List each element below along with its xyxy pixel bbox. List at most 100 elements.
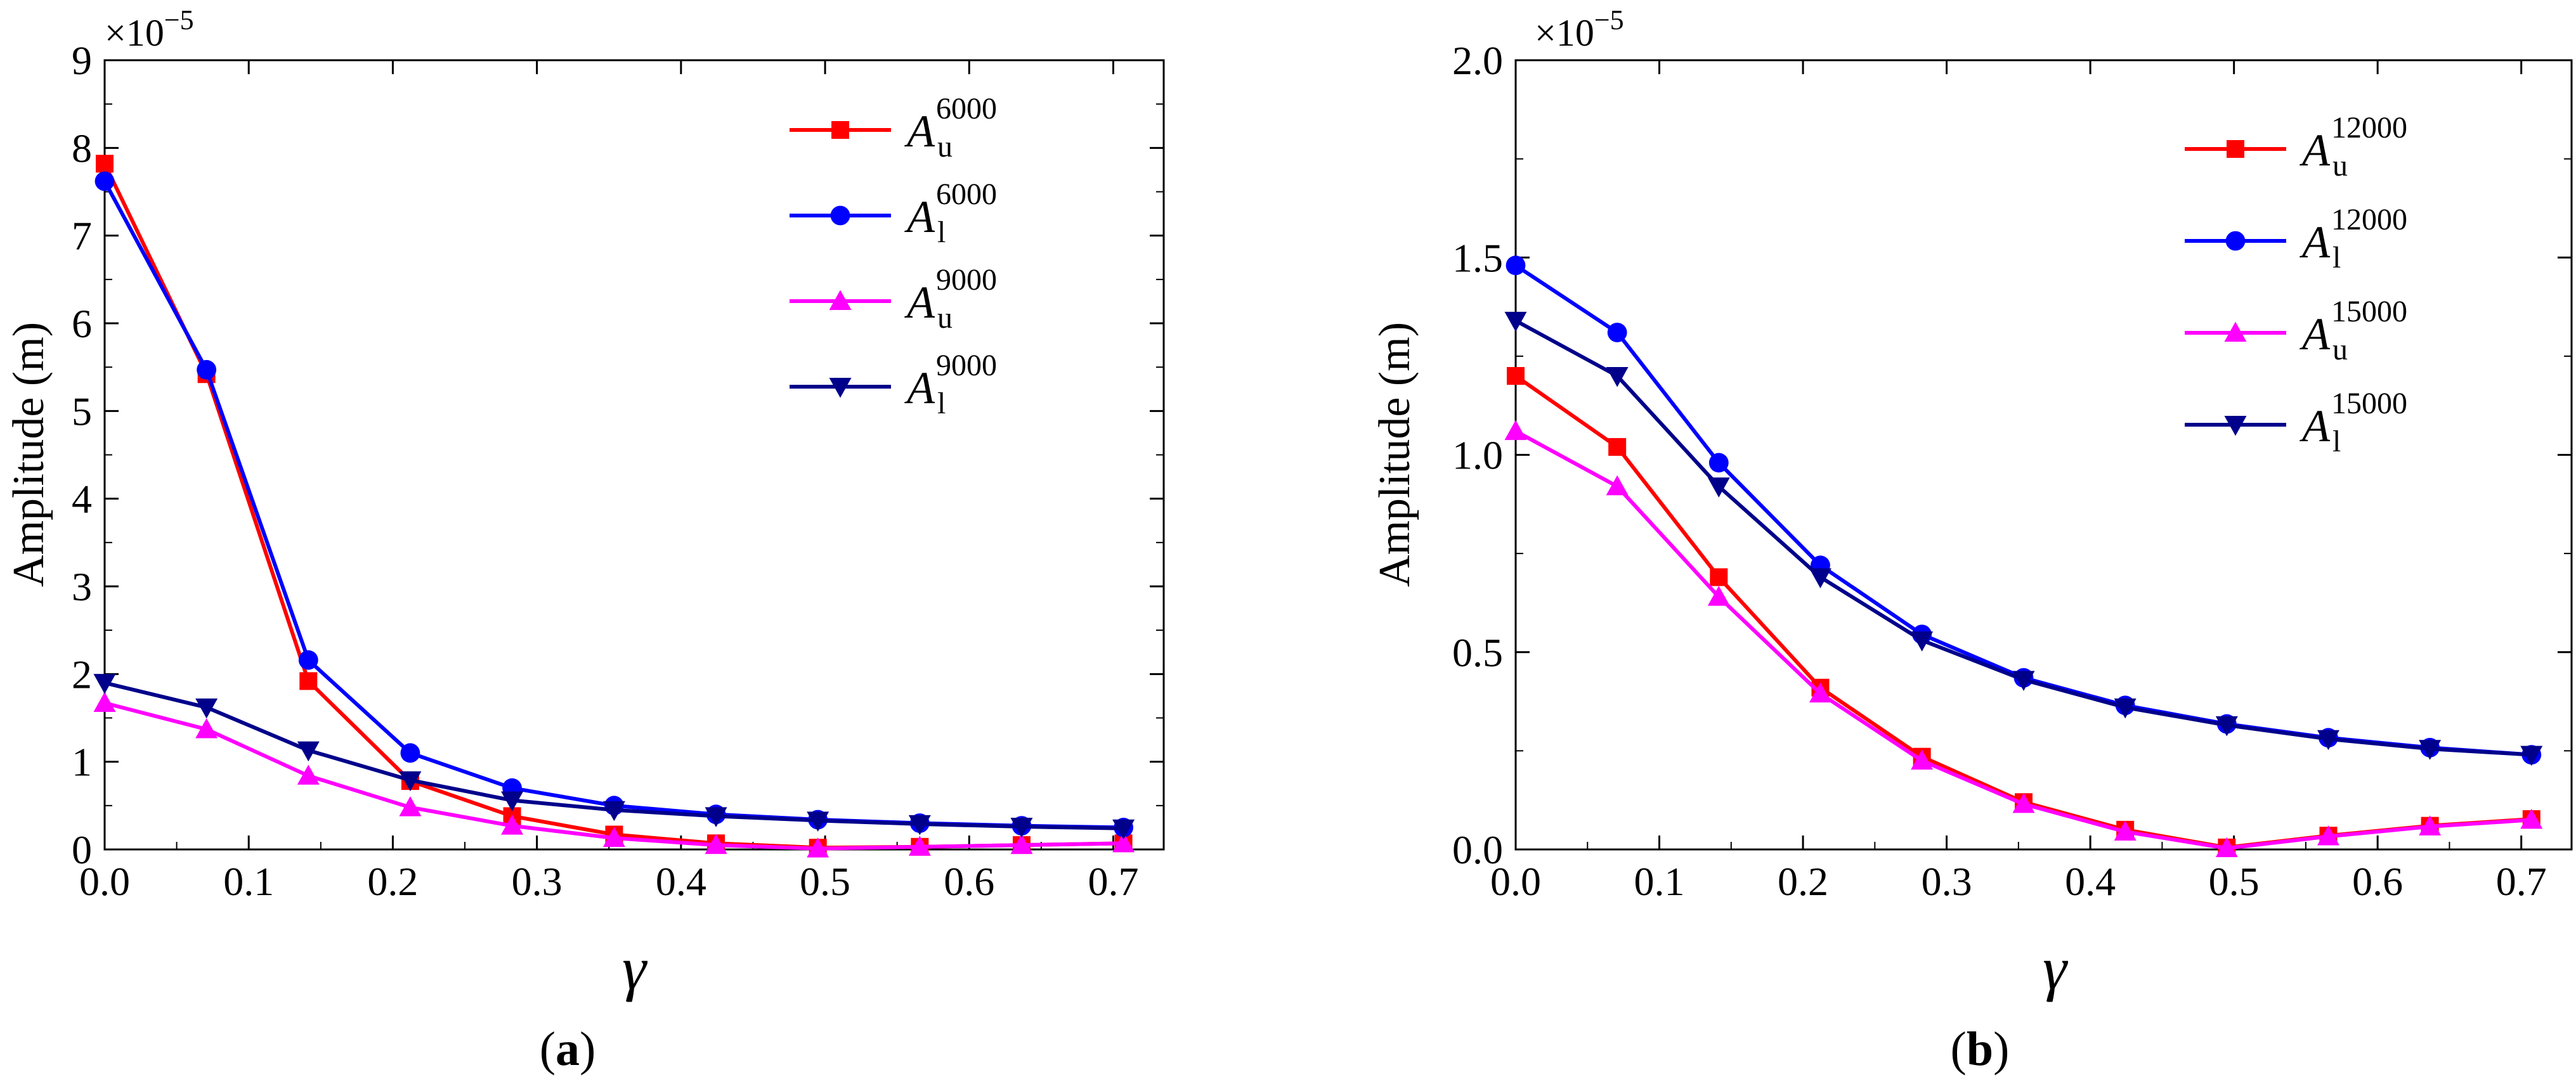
legend-label: A12000 (2300, 111, 2407, 176)
y-tick-label: 3 (72, 564, 92, 609)
legend-main-letter: A (2300, 217, 2331, 268)
series-a (93, 155, 1135, 858)
x-tick-label: 0.6 (2352, 859, 2403, 904)
x-tick-label: 0.6 (944, 859, 994, 904)
x-tick-label: 0.5 (2209, 859, 2260, 904)
data-point-A_l^12000 (1506, 255, 1526, 276)
data-point-A_l^9000 (602, 801, 625, 822)
legend-main-letter: A (904, 191, 935, 242)
data-point-A_u^9000 (807, 837, 829, 858)
ticks-b: 0.0 0.1 0.2 0.3 0.4 0.5 0.6 0.7 0.0 0.5 1.0 1.5 2.0 (1452, 38, 2572, 904)
data-point-A_u^15000 (1809, 682, 1831, 703)
legend-superscript: 15000 (2331, 295, 2407, 328)
legend-main-letter: A (904, 277, 935, 328)
y-tick-label: 4 (72, 477, 92, 522)
data-point-A_l^6000 (94, 171, 115, 191)
data-point-A_l^9000 (807, 811, 829, 832)
legend-label: A12000 (2300, 203, 2407, 268)
data-point-A_l^15000 (2317, 730, 2339, 751)
x-tick-label: 0.2 (1778, 859, 1828, 904)
panel-label-b-close: ) (1993, 1023, 2009, 1076)
y-tick-label: 1 (72, 740, 92, 785)
legend-superscript: 9000 (936, 263, 997, 297)
legend-marker (829, 290, 852, 310)
legend-label: A6000 (904, 177, 997, 242)
y-tick-label: 8 (72, 126, 92, 171)
data-point-A_u^15000 (1707, 586, 1730, 606)
y-tick-label: 1.0 (1452, 433, 1503, 478)
data-point-A_u^9000 (399, 796, 422, 816)
data-point-A_u^6000 (299, 672, 318, 690)
x-tick-label: 0.3 (512, 859, 563, 904)
data-point-A_l^15000 (2114, 698, 2137, 719)
legend-main-letter: A (904, 106, 935, 157)
legend-main-letter: A (2300, 401, 2331, 451)
legend-subscript: l (937, 216, 946, 249)
legend-superscript: 6000 (936, 177, 997, 211)
legend-label: A6000 (904, 92, 997, 157)
data-point-A_u^9000 (195, 718, 218, 739)
x-axis-label-a: γ (622, 934, 647, 1002)
data-point-A_u^9000 (1010, 834, 1033, 855)
data-point-A_u^15000 (1911, 749, 1934, 770)
data-point-A_l^9000 (1010, 818, 1033, 838)
data-point-A_l^12000 (1708, 453, 1729, 473)
x-tick-label: 0.5 (800, 859, 850, 904)
legend-marker (830, 205, 850, 226)
data-point-A_l^9000 (501, 791, 524, 812)
data-point-A_u^9000 (93, 692, 116, 712)
data-point-A_u^15000 (1606, 475, 1629, 496)
y-tick-label: 2 (72, 652, 92, 697)
y-tick-label: 6 (72, 301, 92, 346)
legend-subscript: u (2332, 149, 2348, 183)
legend-marker (829, 378, 852, 398)
data-point-A_u^15000 (2419, 815, 2442, 836)
legend-main-letter: A (904, 363, 935, 413)
panel-label-b-letter: b (1967, 1023, 1993, 1076)
legend-subscript: l (2332, 425, 2341, 458)
legend-subscript: u (937, 130, 953, 164)
data-point-A_l^9000 (705, 807, 727, 827)
data-point-A_u^12000 (1507, 367, 1525, 385)
data-point-A_u^9000 (297, 765, 320, 785)
legend-subscript: l (937, 387, 946, 420)
legend-superscript: 12000 (2331, 111, 2407, 145)
legend-main-letter: A (2300, 125, 2331, 176)
y-axis-label-a: Amplitude (m) (4, 322, 53, 587)
panel-label-a-open: ( (540, 1023, 556, 1076)
legend-marker (2227, 140, 2244, 158)
y-tick-label: 0.5 (1452, 630, 1503, 675)
legend-main-letter: A (2300, 309, 2331, 359)
data-point-A_u^15000 (1504, 420, 1527, 441)
data-point-A_u^9000 (908, 836, 931, 856)
legend-subscript: l (2332, 241, 2341, 274)
data-point-A_l^15000 (1606, 367, 1629, 387)
data-point-A_l^9000 (195, 698, 218, 719)
x-tick-label: 0.0 (1490, 859, 1541, 904)
data-point-A_l^15000 (2012, 671, 2035, 691)
legend-superscript: 9000 (936, 349, 997, 382)
data-point-A_l^15000 (1911, 631, 1934, 652)
data-point-A_l^15000 (2215, 716, 2238, 737)
x-tick-label: 0.1 (1634, 859, 1685, 904)
legend-label: A15000 (2300, 387, 2407, 451)
y-tick-label: 1.5 (1452, 235, 1503, 280)
y-tick-label: 5 (72, 389, 92, 434)
data-point-A_l^6000 (298, 650, 318, 670)
panel-label-a: (a) (540, 1023, 596, 1076)
data-point-A_u^15000 (2114, 820, 2137, 841)
multiplier-exp-b: −5 (1594, 4, 1624, 35)
legend-label: A15000 (2300, 295, 2407, 359)
legend-marker (2225, 231, 2246, 251)
legend-label: A9000 (904, 263, 997, 328)
x-tick-label: 0.7 (1088, 859, 1138, 904)
data-point-A_u^9000 (1112, 832, 1135, 853)
data-point-A_l^15000 (2520, 745, 2543, 766)
series-b (1504, 255, 2543, 858)
legend-marker (2224, 321, 2247, 342)
data-point-A_u^9000 (705, 834, 727, 855)
